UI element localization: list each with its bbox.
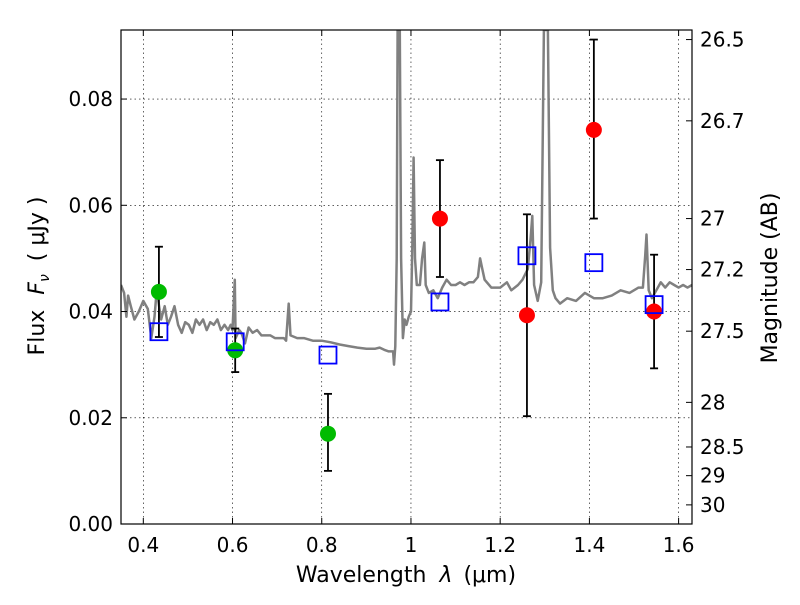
plot-area	[121, 30, 692, 472]
y-tick-label: 0.08	[68, 87, 113, 111]
y2-tick-label: 27	[700, 207, 725, 231]
y-axis-label: Flux Fν ( μJy )	[25, 197, 55, 356]
plot-frame	[120, 29, 693, 525]
red-data-point	[518, 307, 535, 324]
model-square-marker	[225, 332, 245, 352]
x-tick-label: 1.2	[484, 533, 516, 557]
spectrum-line	[121, 30, 692, 366]
red-data-point	[585, 121, 602, 138]
model-square-marker	[430, 292, 450, 312]
y2-axis-label: Magnitude (AB)	[758, 193, 783, 364]
red-data-point	[646, 303, 663, 320]
model-square-marker	[318, 345, 338, 365]
x-tick-label: 1.6	[663, 533, 695, 557]
model-square-marker	[644, 295, 664, 315]
x-axis-label: Wavelength λ (μm)	[296, 563, 516, 588]
y-tick-label: 0.06	[68, 193, 113, 217]
x-tick-label: 1.4	[573, 533, 605, 557]
x-tick-label: 0.4	[127, 533, 159, 557]
x-tick-label: 0.6	[217, 533, 249, 557]
axis-ticks: 0.4 0.6 0.8 1 1.2 1.4 1.6 0.00 0.02 0.04 0.06 0.08 2…	[68, 28, 744, 557]
y-tick-label: 0.00	[68, 512, 113, 536]
y-axis-label-symbol: F	[25, 282, 50, 295]
red-data-point	[431, 210, 448, 227]
x-axis-label-unit: (μm)	[463, 563, 516, 588]
model-square-marker	[584, 253, 604, 273]
x-tick-label: 0.8	[306, 533, 338, 557]
grid-lines	[121, 30, 692, 525]
y-tick-label: 0.04	[68, 300, 113, 324]
y-axis-label-unit: ( μJy )	[25, 197, 50, 262]
model-square-marker	[149, 322, 169, 342]
model-square-marker	[517, 246, 537, 266]
y2-tick-label: 27.2	[700, 258, 745, 282]
y2-tick-label: 28	[700, 390, 725, 414]
y2-tick-label: 26.5	[700, 28, 745, 52]
green-data-point	[319, 425, 336, 442]
y2-tick-label: 28.5	[700, 435, 745, 459]
x-axis-label-prefix: Wavelength	[296, 563, 427, 588]
y-axis-label-subscript: ν	[37, 274, 53, 282]
y-tick-label: 0.02	[68, 406, 113, 430]
x-tick-label: 1	[405, 533, 418, 557]
y2-tick-label: 29	[700, 464, 725, 488]
y2-tick-label: 27.5	[700, 319, 745, 343]
y2-tick-label: 26.7	[700, 109, 745, 133]
green-data-point	[150, 283, 167, 300]
y-axis-label-prefix: Flux	[25, 310, 50, 356]
y2-tick-label: 30	[700, 493, 725, 517]
x-axis-label-symbol: λ	[438, 563, 452, 588]
